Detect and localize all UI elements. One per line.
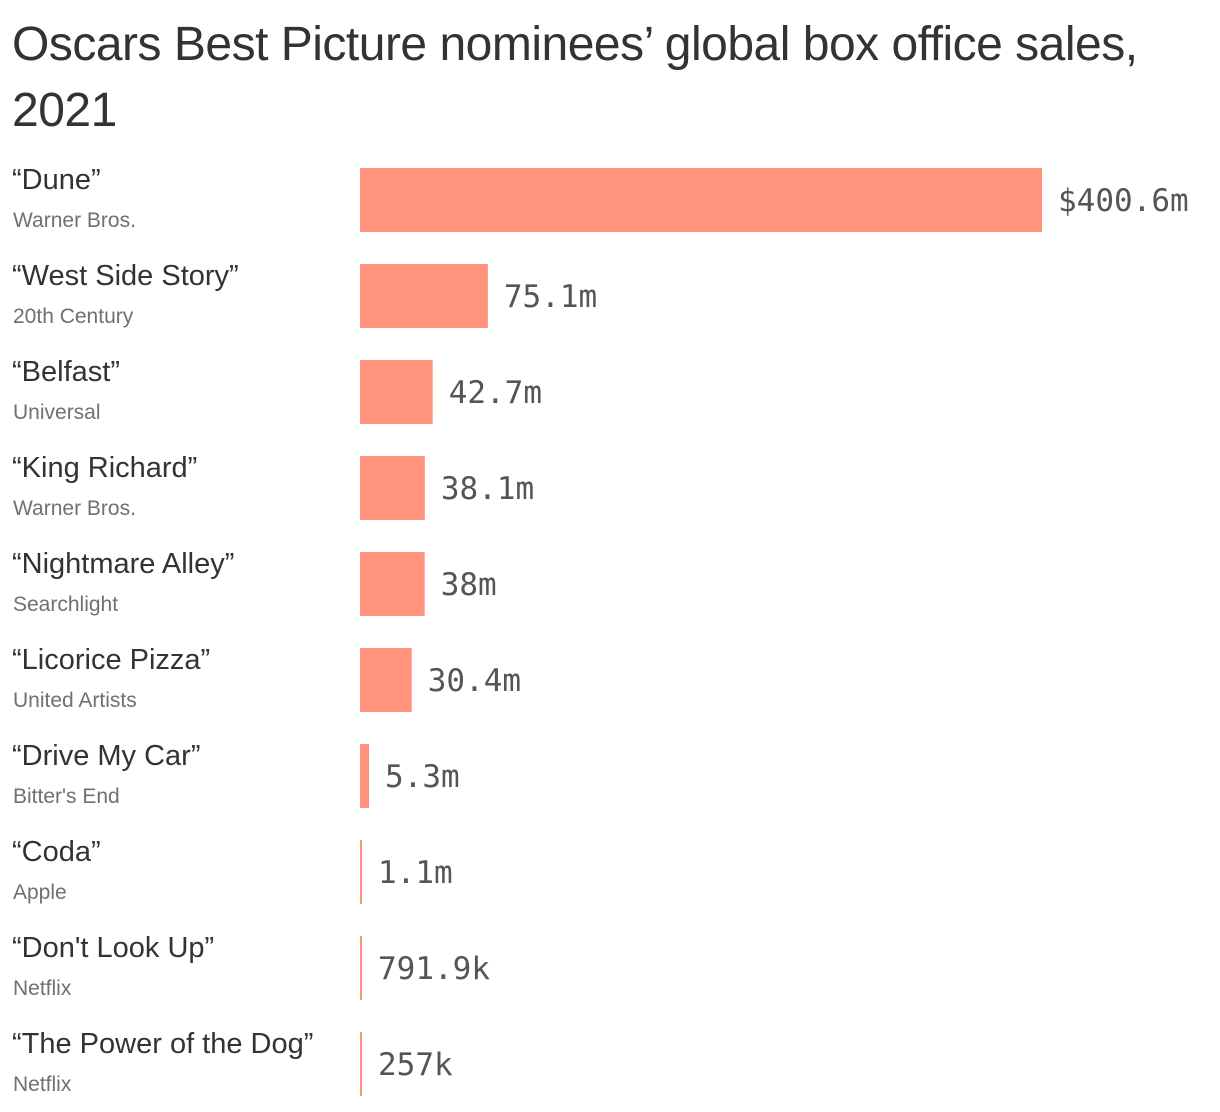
value-label: 38.1m <box>441 471 534 507</box>
chart-title: Oscars Best Picture nominees’ global box… <box>12 18 1138 137</box>
film-title-label: “King Richard” <box>12 452 197 484</box>
film-title-label: “Nightmare Alley” <box>12 548 234 580</box>
bar <box>360 456 425 520</box>
film-title-label: “Belfast” <box>12 356 120 388</box>
studio-label: Netflix <box>13 977 72 1000</box>
studio-label: Netflix <box>13 1073 72 1096</box>
bar <box>360 168 1042 232</box>
bar <box>360 552 425 616</box>
studio-label: 20th Century <box>13 305 134 328</box>
studio-label: Warner Bros. <box>13 497 136 520</box>
value-label: 5.3m <box>385 759 460 795</box>
film-title-label: “Dune” <box>12 164 101 196</box>
bar <box>360 840 362 904</box>
film-title-label: “The Power of the Dog” <box>12 1028 313 1060</box>
film-title-label: “Drive My Car” <box>12 740 201 772</box>
studio-label: Warner Bros. <box>13 209 136 232</box>
value-label: 75.1m <box>504 279 597 315</box>
studio-label: Searchlight <box>13 593 118 616</box>
bar <box>360 744 370 808</box>
bar <box>360 648 412 712</box>
value-label: 38m <box>441 567 497 603</box>
value-label: 257k <box>378 1047 453 1083</box>
studio-label: Universal <box>13 401 101 424</box>
film-title-label: “West Side Story” <box>12 260 239 292</box>
film-title-label: “Licorice Pizza” <box>12 644 210 676</box>
film-title-label: “Don't Look Up” <box>12 932 214 964</box>
bar <box>360 360 433 424</box>
studio-label: Bitter's End <box>13 785 120 808</box>
value-label: 791.9k <box>378 951 490 987</box>
value-label: 42.7m <box>449 375 542 411</box>
studio-label: United Artists <box>13 689 137 712</box>
bar <box>360 1032 362 1096</box>
value-label: 30.4m <box>428 663 521 699</box>
bar <box>360 264 488 328</box>
bar <box>360 936 362 1000</box>
studio-label: Apple <box>13 881 67 904</box>
value-label: $400.6m <box>1058 183 1189 219</box>
value-label: 1.1m <box>378 855 453 891</box>
film-title-label: “Coda” <box>12 836 101 868</box>
